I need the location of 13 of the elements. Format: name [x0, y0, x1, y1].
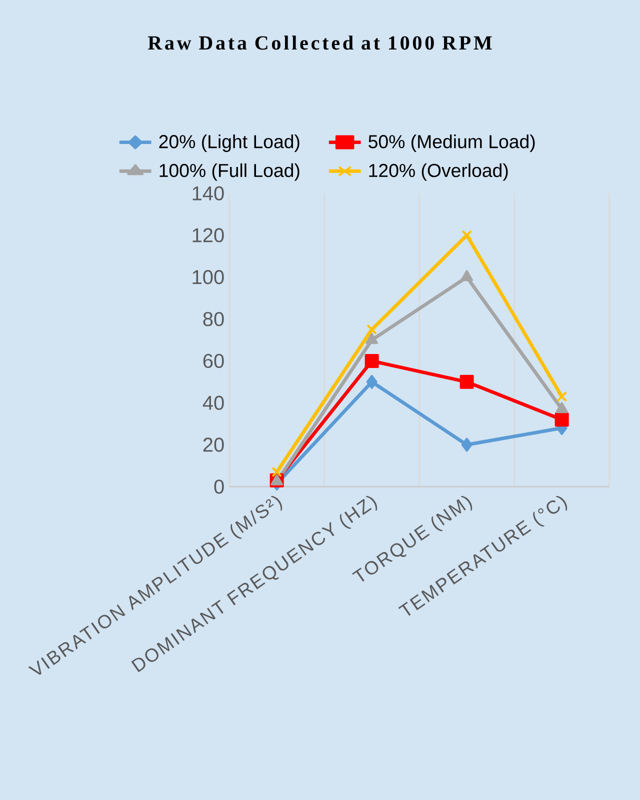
y-tick-label: 60: [203, 354, 224, 368]
y-tick-label: 80: [203, 312, 224, 326]
legend-label: 120% (Overload): [369, 163, 508, 181]
y-tick-label: 100: [192, 270, 224, 284]
y-tick-label: 120: [192, 228, 224, 242]
chart-title: Raw Data Collected at 1000 RPM: [148, 36, 492, 50]
legend-label: 100% (Full Load): [160, 163, 300, 181]
y-tick-label: 0: [214, 480, 224, 494]
legend-label: 20% (Light Load): [159, 134, 300, 152]
y-tick-label: 20: [203, 438, 224, 452]
y-tick-label: 140: [192, 186, 224, 200]
legend-label: 50% (Medium Load): [368, 134, 535, 152]
y-tick-label: 40: [202, 396, 224, 410]
